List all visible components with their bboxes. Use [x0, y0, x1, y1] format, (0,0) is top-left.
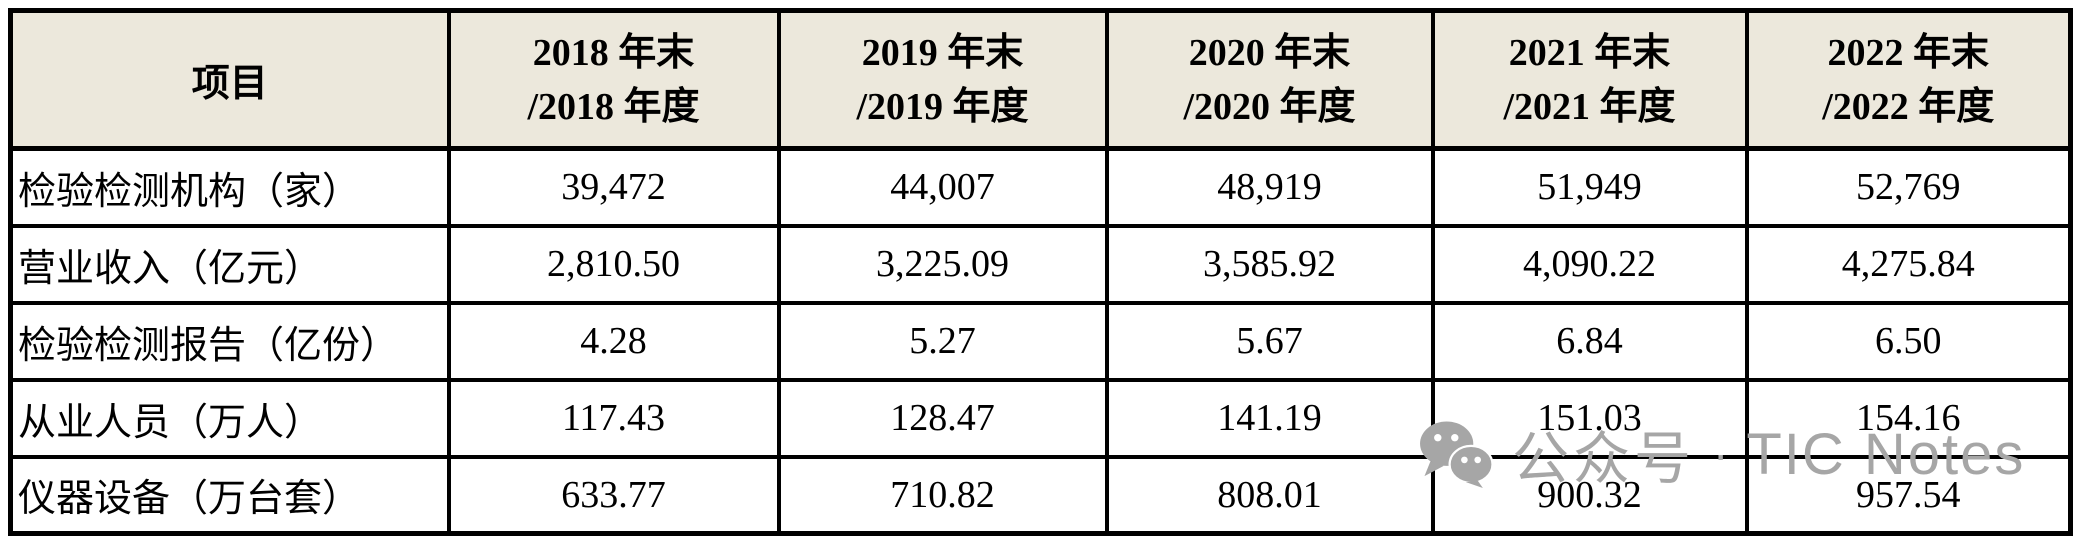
cell-value: 117.43	[446, 377, 781, 459]
year-header-line2: /2022 年度	[1822, 85, 1995, 128]
year-header-line1: 2019 年末	[861, 31, 1024, 74]
cell-value: 51,949	[1430, 146, 1749, 228]
year-header-line2: /2018 年度	[527, 85, 700, 128]
year-header-line1: 2022 年末	[1827, 31, 1989, 74]
cell-value: 39,472	[446, 146, 781, 228]
cell-value: 808.01	[1104, 454, 1435, 536]
cell-value: 4.28	[446, 300, 781, 382]
year-header-line1: 2021 年末	[1508, 31, 1671, 74]
cell-value: 5.27	[776, 300, 1109, 382]
row-label: 仪器设备（万台套）	[8, 454, 451, 536]
cell-value: 4,275.84	[1744, 223, 2073, 305]
cell-value: 44,007	[776, 146, 1109, 228]
cell-value: 6.50	[1744, 300, 2073, 382]
row-label: 检验检测报告（亿份）	[8, 300, 451, 382]
cell-value: 2,810.50	[446, 223, 781, 305]
cell-value: 710.82	[776, 454, 1109, 536]
cell-value: 3,585.92	[1104, 223, 1435, 305]
row-label: 检验检测机构（家）	[8, 146, 451, 228]
column-header-item: 项目	[8, 8, 451, 151]
cell-value: 154.16	[1744, 377, 2073, 459]
table-row-revenue: 营业收入（亿元） 2,810.50 3,225.09 3,585.92 4,09…	[8, 223, 2073, 305]
table-row-reports: 检验检测报告（亿份） 4.28 5.27 5.67 6.84 6.50	[8, 300, 2073, 382]
column-header-2020: 2020 年末 /2020 年度	[1104, 8, 1435, 151]
cell-value: 957.54	[1744, 454, 2073, 536]
cell-value: 6.84	[1430, 300, 1749, 382]
table-row-institutions: 检验检测机构（家） 39,472 44,007 48,919 51,949 52…	[8, 146, 2073, 228]
cell-value: 4,090.22	[1430, 223, 1749, 305]
cell-value: 3,225.09	[776, 223, 1109, 305]
column-header-2019: 2019 年末 /2019 年度	[776, 8, 1109, 151]
year-header-line2: /2021 年度	[1503, 85, 1676, 128]
header-row: 项目 2018 年末 /2018 年度 2019 年末 /2019 年度 202…	[8, 8, 2073, 151]
table-row-employees: 从业人员（万人） 117.43 128.47 141.19 151.03 154…	[8, 377, 2073, 459]
cell-value: 633.77	[446, 454, 781, 536]
cell-value: 141.19	[1104, 377, 1435, 459]
cell-value: 151.03	[1430, 377, 1749, 459]
testing-industry-statistics-table: 项目 2018 年末 /2018 年度 2019 年末 /2019 年度 202…	[8, 8, 2073, 536]
year-header-line1: 2018 年末	[532, 31, 695, 74]
cell-value: 128.47	[776, 377, 1109, 459]
year-header-line2: /2019 年度	[856, 85, 1029, 128]
cell-value: 52,769	[1744, 146, 2073, 228]
item-header-label: 项目	[191, 63, 268, 105]
table-row-equipment: 仪器设备（万台套） 633.77 710.82 808.01 900.32 95…	[8, 454, 2073, 536]
column-header-2021: 2021 年末 /2021 年度	[1430, 8, 1749, 151]
cell-value: 48,919	[1104, 146, 1435, 228]
row-label: 从业人员（万人）	[8, 377, 451, 459]
column-header-2018: 2018 年末 /2018 年度	[446, 8, 781, 151]
year-header-line1: 2020 年末	[1188, 31, 1351, 74]
cell-value: 900.32	[1430, 454, 1749, 536]
column-header-2022: 2022 年末 /2022 年度	[1744, 8, 2073, 151]
cell-value: 5.67	[1104, 300, 1435, 382]
row-label: 营业收入（亿元）	[8, 223, 451, 305]
year-header-line2: /2020 年度	[1183, 85, 1356, 128]
